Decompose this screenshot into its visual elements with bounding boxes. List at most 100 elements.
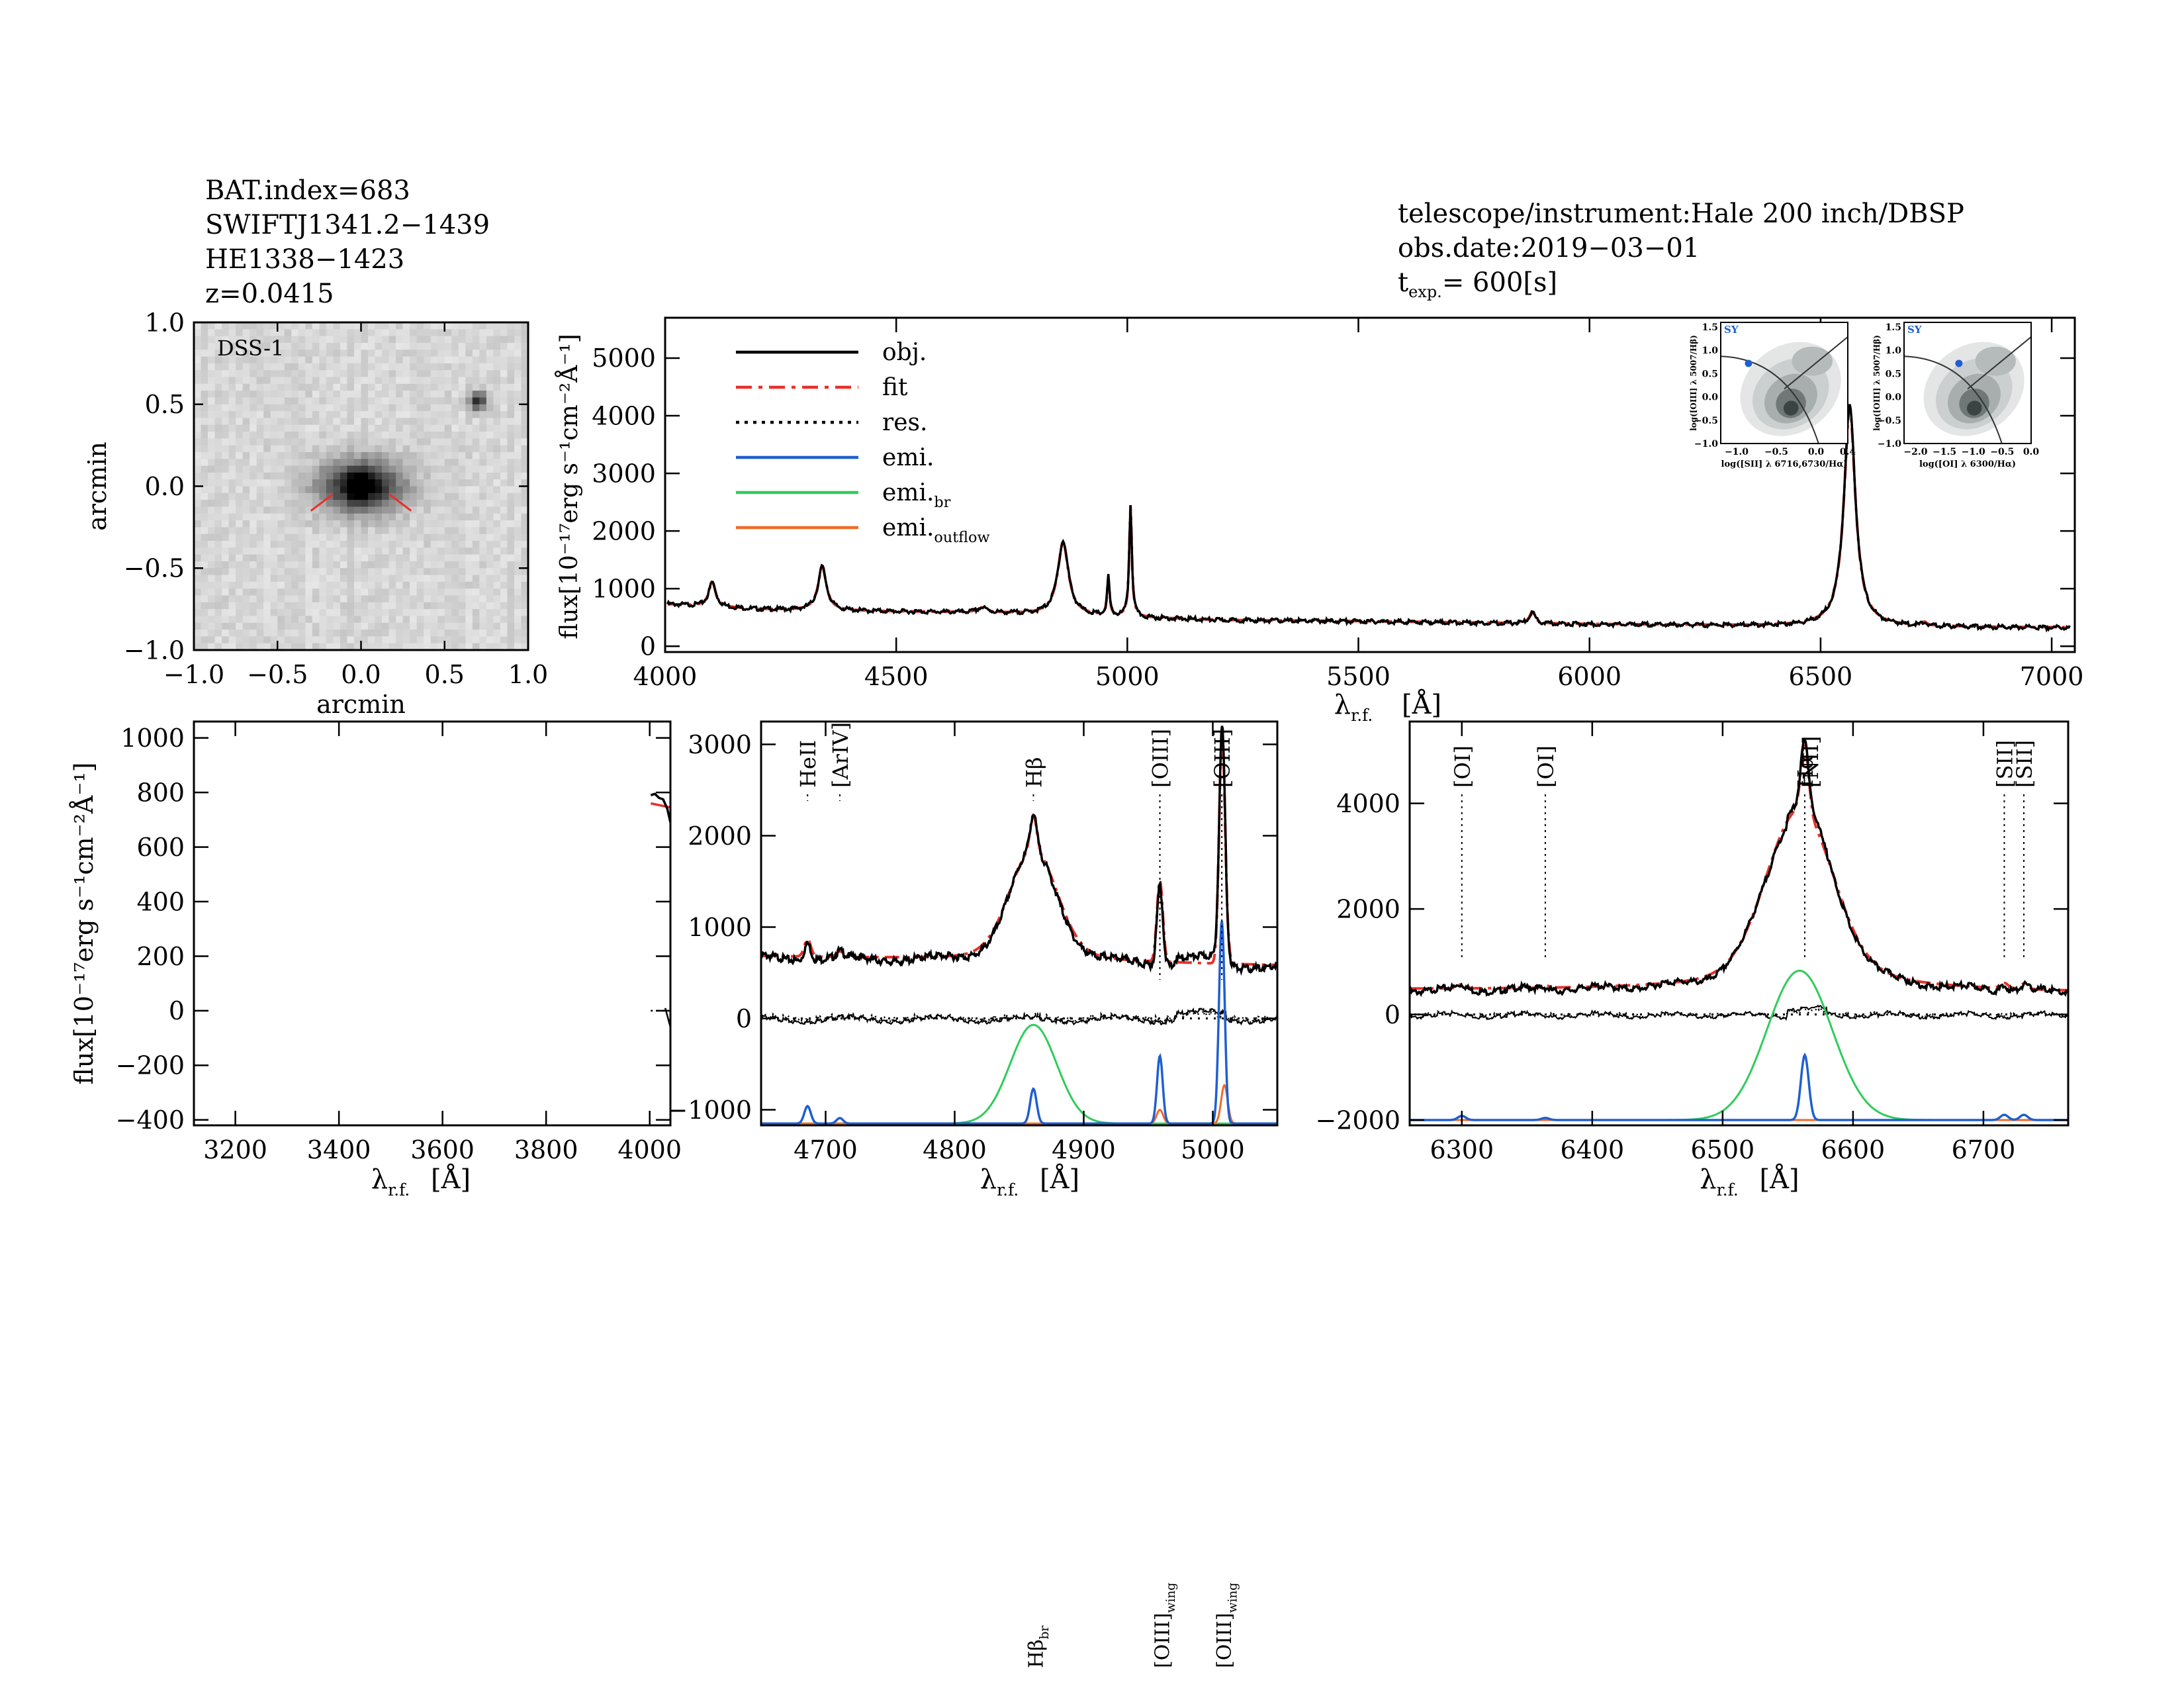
dss-pixel [284, 622, 292, 630]
dss-pixel [437, 404, 445, 412]
dss-pixel [402, 383, 410, 391]
dss-pixel [388, 377, 396, 385]
dss-pixel [430, 383, 438, 391]
dss-pixel [291, 363, 299, 371]
dss-pixel [333, 568, 341, 576]
dss-pixel [250, 520, 257, 528]
dss-pixel [361, 479, 369, 487]
dss-pixel [201, 541, 208, 548]
dss-pixel [458, 424, 466, 432]
dss-pixel [270, 363, 278, 371]
dss-pixel [256, 527, 264, 535]
dss-pixel [382, 322, 390, 330]
dss-pixel [333, 451, 341, 459]
dss-pixel [319, 622, 327, 630]
dss-pixel [284, 588, 292, 596]
dss-pixel [242, 363, 250, 371]
dss-pixel [514, 465, 522, 473]
dss-pixel [284, 342, 292, 350]
dss-pixel [228, 622, 236, 630]
dss-pixel [375, 383, 383, 391]
dss-pixel [347, 377, 355, 385]
dss-pixel [214, 322, 222, 330]
dss-pixel [250, 622, 257, 630]
dss-pixel [451, 459, 459, 467]
dss-pixel [437, 630, 445, 637]
dss-pixel [514, 329, 522, 337]
dss-pixel [194, 432, 202, 439]
dss-pixel [382, 527, 390, 535]
dss-pixel [347, 520, 355, 528]
dss-pixel [347, 391, 355, 399]
dss-pixel [500, 363, 508, 371]
x-tick-label: 6500 [1691, 1135, 1755, 1164]
dss-pixel [236, 588, 244, 596]
dss-pixel [465, 486, 473, 494]
dss-pixel [250, 424, 257, 432]
dss-pixel [430, 486, 438, 494]
dss-pixel [242, 581, 250, 589]
dss-pixel [256, 492, 264, 500]
zoom3-lines [1410, 738, 2068, 1121]
dss-pixel [236, 451, 244, 459]
dss-pixel [465, 391, 473, 399]
dss-pixel [396, 595, 404, 603]
dss-pixel [298, 595, 306, 603]
dss-pixel [521, 383, 529, 391]
dss-pixel [410, 445, 418, 453]
dss-pixel [361, 492, 369, 500]
dss-pixel [402, 363, 410, 371]
dss-pixel [437, 479, 445, 487]
dss-pixel [340, 636, 348, 644]
dss-pixel [424, 472, 432, 480]
dss-pixel [500, 534, 508, 541]
dss-pixel [396, 342, 404, 350]
dss-pixel [222, 479, 230, 487]
dss-ylabel: arcmin [83, 442, 112, 531]
dss-pixel [263, 588, 271, 596]
x-tick-label: 3200 [203, 1135, 267, 1164]
dss-pixel [416, 397, 424, 405]
dss-pixel [388, 506, 396, 514]
dss-pixel [472, 630, 480, 637]
dss-pixel [242, 438, 250, 446]
dss-pixel [277, 342, 285, 350]
dss-pixel [465, 506, 473, 514]
dss-pixel [410, 350, 418, 357]
y-tick-label: 800 [136, 778, 185, 807]
dss-pixel [326, 322, 334, 330]
dss-pixel [347, 404, 355, 412]
dss-pixel [486, 527, 494, 535]
dss-pixel [201, 350, 208, 357]
dss-pixel [353, 445, 362, 453]
dss-pixel [326, 561, 334, 569]
dss-pixel [479, 486, 487, 494]
dss-pixel [270, 370, 278, 378]
dss-pixel [361, 445, 369, 453]
full-fit-line [667, 408, 2070, 629]
target-marker-right [388, 493, 412, 512]
dss-pixel [402, 575, 410, 583]
dss-pixel [368, 465, 376, 473]
dss-pixel [458, 500, 466, 508]
dss-pixel [256, 547, 264, 555]
dss-pixel [277, 616, 285, 624]
dss-pixel [194, 411, 202, 418]
dss-pixel [465, 575, 473, 583]
bpt2-ylabel: log([OIII] λ 5007/Hβ) [1872, 335, 1882, 431]
dss-pixel [458, 438, 466, 446]
dss-pixel [214, 356, 222, 364]
dss-pixel [437, 616, 445, 624]
dss-pixel [277, 418, 285, 426]
dss-pixel [479, 643, 487, 651]
dss-pixel [305, 322, 313, 330]
dss-pixel [493, 377, 501, 385]
dss-pixel [444, 588, 452, 596]
dss-pixel [270, 459, 278, 467]
dss-pixel [410, 370, 418, 378]
dss-pixel [444, 630, 452, 637]
dss-pixel [437, 472, 445, 480]
dss-pixel [312, 520, 320, 528]
dss-pixel [479, 432, 487, 439]
dss-pixel [291, 588, 299, 596]
